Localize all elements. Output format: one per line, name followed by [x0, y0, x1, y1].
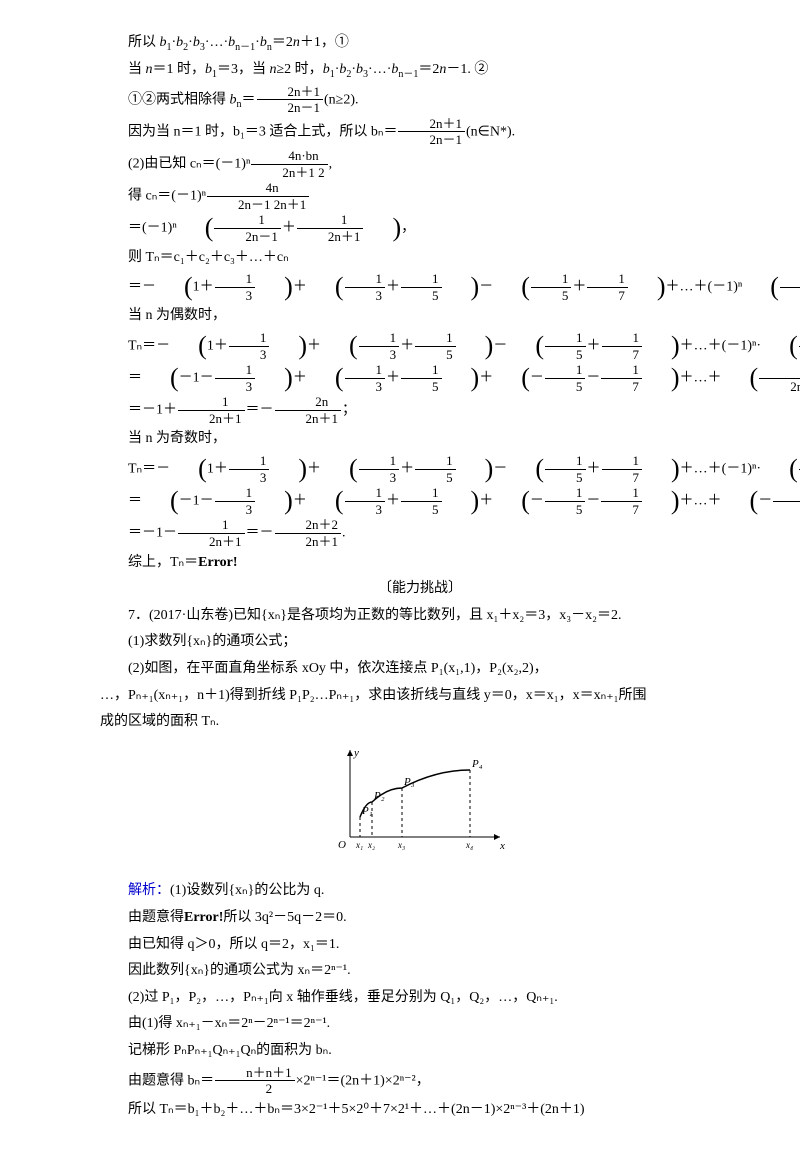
- text: ①②两式相除得: [128, 92, 230, 107]
- text-line: 当 n＝1 时，b1＝3，当 n≥2 时，b1·b2·b3·…·bn－1＝2n－…: [100, 57, 740, 84]
- error-text: Error!: [184, 910, 223, 925]
- text: ,: [329, 156, 333, 171]
- text: 得 cₙ＝(－1)ⁿ: [128, 188, 206, 203]
- text-line: 因为当 n＝1 时，b₁＝3 适合上式，所以 bₙ＝2n＋12n－1(n∈N*)…: [100, 116, 740, 148]
- text-line: Tₙ＝－(1＋13)＋(13＋15)－(15＋17)＋…＋(－1)ⁿ·(12n－…: [100, 453, 740, 485]
- text-line: 当 n 为奇数时，: [100, 426, 740, 453]
- text-line: ＝(－1－13)＋(13＋15)＋(－15－17)＋…＋(12n－1＋12n＋1…: [100, 362, 740, 394]
- text-line: 得 cₙ＝(－1)ⁿ4n2n－1 2n＋1: [100, 180, 740, 212]
- text-line: ＝－(1＋13)＋(13＋15)－(15＋17)＋…＋(－1)ⁿ(12n－1＋1…: [100, 271, 740, 303]
- problem-line: 7．(2017·山东卷)已知{xₙ}是各项均为正数的等比数列，且 x₁＋x₂＝3…: [100, 603, 740, 630]
- text-line: ＝－1＋12n＋1＝－2n2n＋1；: [100, 394, 740, 426]
- solution-line: 由(1)得 xₙ₊₁－xₙ＝2ⁿ－2ⁿ⁻¹＝2ⁿ⁻¹.: [100, 1011, 740, 1038]
- svg-text:x: x: [499, 840, 505, 852]
- text-line: (2)由已知 cₙ＝(－1)ⁿ4n·bn2n＋1 2,: [100, 148, 740, 180]
- solution-label: 解析：: [128, 883, 170, 898]
- svg-text:y: y: [353, 747, 359, 759]
- text-line: ＝(－1－13)＋(13＋15)＋(－15－17)＋…＋(－12n－1－12n＋…: [100, 485, 740, 517]
- svg-text:P₁: P₁: [361, 805, 373, 817]
- solution-line: (2)过 P₁，P₂，…，Pₙ₊₁向 x 轴作垂线，垂足分别为 Q₁，Q₂，…，…: [100, 985, 740, 1012]
- fraction: 12n－1: [214, 212, 281, 244]
- fraction: 4n2n－1 2n＋1: [207, 180, 309, 212]
- text-line: 所以 b1·b2·b3·…·bn－1·bn＝2n＋1，①: [100, 30, 740, 57]
- solution-line: 记梯形 PₙPₙ₊₁Qₙ₊₁Qₙ的面积为 bₙ.: [100, 1038, 740, 1065]
- solution-line: 由题意得Error!所以 3q²－5q－2＝0.: [100, 905, 740, 932]
- svg-text:x₃: x₃: [397, 840, 405, 850]
- text-line: 当 n 为偶数时，: [100, 303, 740, 330]
- text-line: ①②两式相除得 bn＝2n＋12n－1(n≥2).: [100, 84, 740, 116]
- solution-line: 因此数列{xₙ}的通项公式为 xₙ＝2ⁿ⁻¹.: [100, 958, 740, 985]
- problem-line: (1)求数列{xₙ}的通项公式；: [100, 629, 740, 656]
- solution-line: 所以 Tₙ＝b₁＋b₂＋…＋bₙ＝3×2⁻¹＋5×2⁰＋7×2¹＋…＋(2n－1…: [100, 1097, 740, 1124]
- solution-line: 由已知得 q＞0，所以 q＝2，x₁＝1.: [100, 932, 740, 959]
- text: ＝(－1)ⁿ: [128, 221, 177, 236]
- solution-line: 解析：(1)设数列{xₙ}的公比为 q.: [100, 878, 740, 905]
- svg-text:x₄: x₄: [465, 840, 473, 850]
- math: b: [160, 35, 167, 50]
- document-page: 所以 b1·b2·b3·…·bn－1·bn＝2n＋1，① 当 n＝1 时，b1＝…: [0, 0, 800, 1153]
- problem-line: (2)如图，在平面直角坐标系 xOy 中，依次连接点 P₁(x₁,1)，P₂(x…: [100, 656, 740, 683]
- fraction: 2n＋12n－1: [398, 116, 465, 148]
- text: 因为当 n＝1 时，b₁＝3 适合上式，所以 bₙ＝: [128, 124, 397, 139]
- chart-figure: P₁ x₁ P₂ x₂ P₃ x₃ P₄ x₄ Oy x: [100, 742, 740, 873]
- solution-line: 由题意得 bₙ＝n＋n＋12×2ⁿ⁻¹＝(2n＋1)×2ⁿ⁻²，: [100, 1065, 740, 1097]
- fraction: 4n·bn2n＋1 2: [251, 148, 327, 180]
- text-line: ＝(－1)ⁿ(12n－1＋12n＋1)，: [100, 212, 740, 244]
- svg-text:P₂: P₂: [373, 790, 385, 802]
- text: (n∈N*).: [466, 124, 515, 139]
- text-line: Tₙ＝－(1＋13)＋(13＋15)－(15＋17)＋…＋(－1)ⁿ·(12n－…: [100, 330, 740, 362]
- svg-text:P₃: P₃: [403, 776, 415, 788]
- section-heading: 〔能力挑战〕: [100, 576, 740, 603]
- text: (n≥2).: [324, 92, 359, 107]
- text-line: 则 Tₙ＝c₁＋c₂＋c₃＋…＋cₙ: [100, 245, 740, 272]
- problem-line: 成的区域的面积 Tₙ.: [100, 709, 740, 736]
- text: (2)由已知 cₙ＝(－1)ⁿ: [128, 156, 250, 171]
- svg-text:x₁: x₁: [355, 840, 363, 850]
- fraction: 2n＋12n－1: [257, 84, 324, 116]
- text-line: 综上，Tₙ＝Error!: [100, 550, 740, 577]
- fraction: 12n＋1: [297, 212, 364, 244]
- error-text: Error!: [198, 555, 237, 570]
- problem-line: …，Pₙ₊₁(xₙ₊₁，n＋1)得到折线 P₁P₂…Pₙ₊₁，求由该折线与直线 …: [100, 683, 740, 710]
- svg-text:P₄: P₄: [471, 758, 483, 770]
- text-line: ＝－1－12n＋1＝－2n＋22n＋1.: [100, 517, 740, 549]
- svg-text:x₂: x₂: [367, 840, 375, 850]
- text: 所以: [128, 35, 160, 50]
- curve-chart: P₁ x₁ P₂ x₂ P₃ x₃ P₄ x₄ Oy x: [330, 742, 510, 862]
- svg-text:O: O: [338, 839, 346, 851]
